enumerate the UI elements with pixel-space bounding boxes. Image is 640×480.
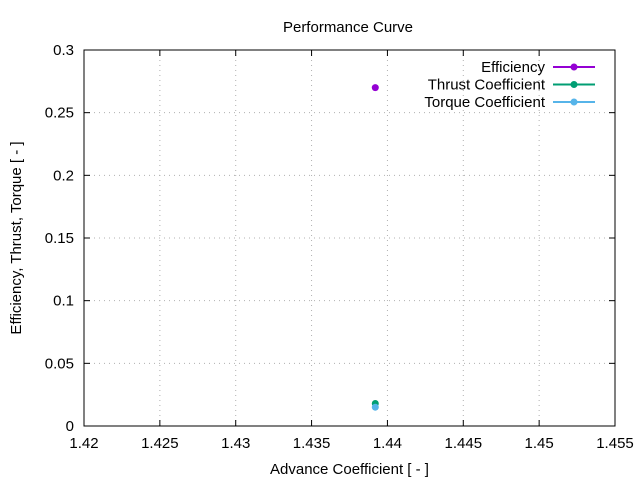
x-tick-label: 1.455 [596, 435, 634, 452]
y-tick-label: 0.3 [53, 42, 74, 59]
legend-item: Thrust Coefficient [428, 77, 595, 94]
data-points [371, 84, 379, 411]
y-tick-label: 0 [66, 418, 74, 435]
y-tick-label: 0.25 [45, 105, 74, 122]
grid [84, 50, 615, 426]
x-tick-label: 1.445 [445, 435, 483, 452]
legend-swatch-marker [570, 63, 578, 71]
axis-ticks: 1.42 1.425 1.43 1.435 1.44 1.445 1.45 1.455 0 0.0… [45, 42, 634, 452]
chart-title: Performance Curve [283, 19, 413, 36]
x-axis-label: Advance Coefficient [ - ] [270, 461, 429, 478]
legend-item: Efficiency [481, 59, 595, 76]
y-axis-label: Efficiency, Thrust, Torque [ - ] [8, 141, 25, 334]
data-point-torque-coefficient [371, 403, 379, 411]
x-tick-label: 1.42 [69, 435, 98, 452]
legend-label: Efficiency [481, 59, 545, 76]
y-tick-label: 0.1 [53, 293, 74, 310]
legend-swatch-marker [570, 81, 578, 88]
data-point-efficiency [371, 84, 379, 92]
y-tick-label: 0.05 [45, 355, 74, 372]
y-tick-label: 0.2 [53, 167, 74, 184]
y-tick-label: 0.15 [45, 230, 74, 247]
x-tick-label: 1.45 [525, 435, 554, 452]
x-tick-label: 1.425 [141, 435, 179, 452]
legend-item: Torque Coefficient [424, 94, 595, 111]
legend-swatch-marker [570, 98, 578, 106]
x-tick-label: 1.43 [221, 435, 250, 452]
legend-label: Torque Coefficient [424, 94, 545, 111]
x-tick-label: 1.435 [293, 435, 331, 452]
legend-label: Thrust Coefficient [428, 77, 546, 94]
x-tick-label: 1.44 [373, 435, 402, 452]
